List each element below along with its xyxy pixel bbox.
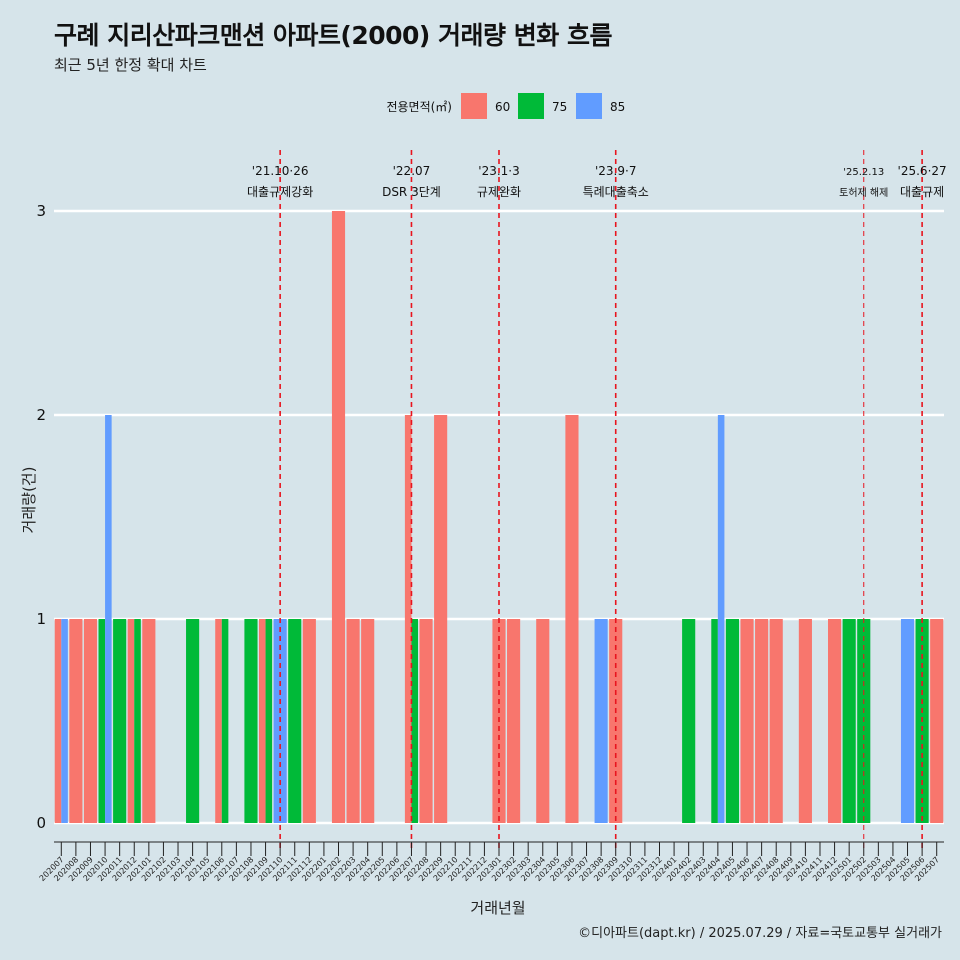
bar-202507-60 [930,619,944,823]
bar-202109-75 [265,619,273,823]
event-label: 특례대출축소 [583,185,649,199]
event-date: '23.9·7 [595,164,636,178]
y-tick-label: 0 [36,814,46,832]
bar-202202-60 [331,211,346,823]
y-tick-label: 3 [36,202,46,220]
legend-key-75 [518,93,544,119]
bar-202408-60 [769,619,783,823]
bar-202404-85 [717,415,725,823]
source-caption: ©디아파트(dapt.kr) / 2025.07.29 / 자료=국토교통부 실… [578,926,942,941]
chart-title: 구례 지리산파크맨션 아파트(2000) 거래량 변화 흐름 [54,21,612,50]
bar-202308-85 [594,619,608,823]
bar-202208-60 [419,619,433,823]
bar-202010-85 [105,415,112,823]
axes: 0123202007202008202009202010202011202012… [36,202,944,883]
bar-202106-75 [221,619,229,823]
y-tick-label: 2 [36,406,46,424]
bar-202207-75 [411,619,419,823]
legend: 전용면적(㎡) 60 75 85 [386,93,625,119]
bar-202204-60 [361,619,375,823]
legend-label-85: 85 [610,100,625,114]
bar-202207-60 [404,415,412,823]
event-label: 토허제 해제 [839,186,888,199]
bar-202302-60 [507,619,521,823]
bar-202108-75 [244,619,258,823]
bar-202402-75 [682,619,696,823]
event-label: 대출규제 [900,185,944,199]
bar-202404-75 [711,619,718,823]
legend-key-85 [576,93,602,119]
event-date: '22.07 [393,164,431,178]
bar-202007-60 [54,619,62,823]
bar-202101-60 [142,619,156,823]
bar-202412-60 [828,619,842,823]
bar-202111-75 [288,619,302,823]
y-tick-label: 1 [36,610,46,628]
legend-label-60: 60 [495,100,510,114]
bar-202106-60 [215,619,222,823]
bar-202104-75 [186,619,200,823]
y-axis-title: 거래량(건) [20,467,38,534]
bar-202501-75 [842,619,856,823]
bars [54,211,944,823]
event-date: '23.1·3 [478,164,519,178]
bar-202306-60 [565,415,579,823]
bar-202012-60 [127,619,135,823]
legend-key-60 [461,93,487,119]
x-axis-title: 거래년월 [470,899,525,917]
chart-subtitle: 최근 5년 한정 확대 차트 [54,56,207,74]
bar-202109-60 [258,619,266,823]
bar-202209-60 [434,415,448,823]
bar-202112-60 [302,619,316,823]
bar-202405-75 [725,619,740,823]
event-date: '25.2.13 [843,167,884,178]
bar-202008-60 [69,619,83,823]
event-label: DSR 3단계 [382,185,441,199]
bar-202406-60 [740,619,754,823]
bar-202407-60 [755,619,769,823]
legend-title: 전용면적(㎡) [386,100,452,114]
bar-202304-60 [536,619,550,823]
event-date: '21.10·26 [252,164,309,178]
bar-202011-75 [113,619,127,823]
bar-202009-60 [83,619,98,823]
bar-202410-60 [798,619,812,823]
bar-202203-60 [346,619,360,823]
bar-202012-75 [134,619,141,823]
event-label: 규제완화 [477,185,521,199]
bar-202007-85 [61,619,68,823]
legend-label-75: 75 [552,100,567,114]
bar-202505-85 [900,619,915,823]
event-markers: '21.10·26 대출규제강화 '22.07 DSR 3단계 '23.1·3 규제완화 '… [247,150,947,850]
bar-202010-75 [98,619,106,823]
event-date: '25.6·27 [898,164,947,178]
event-label: 대출규제강화 [247,185,313,199]
